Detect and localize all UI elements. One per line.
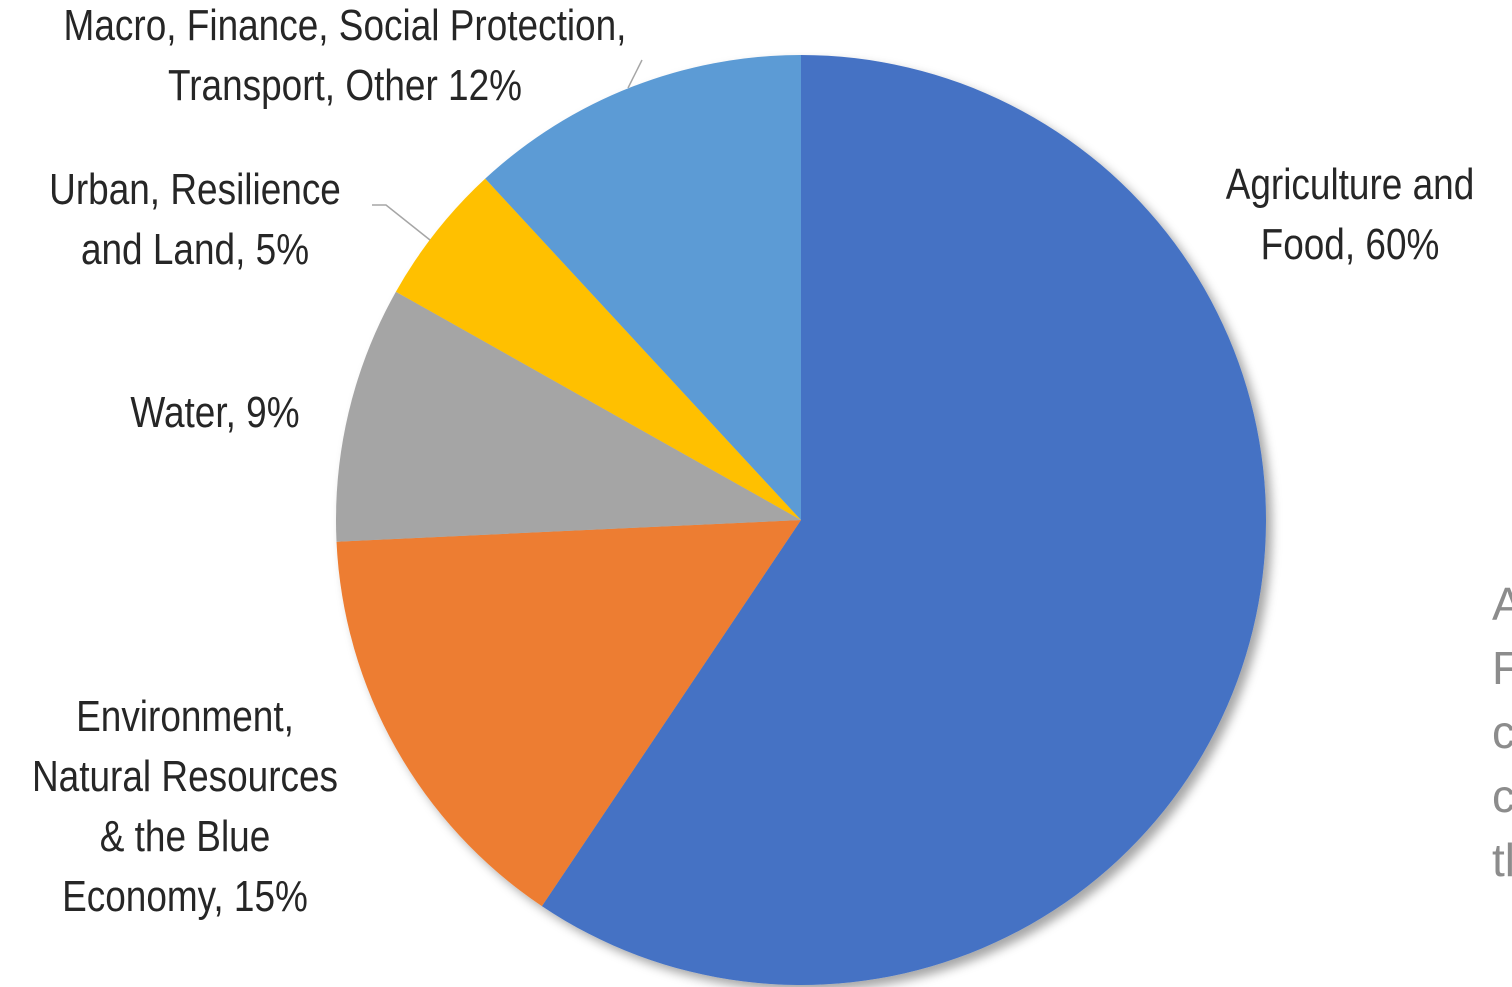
pie-slice-agriculture-and-food: [541, 55, 1266, 985]
label-line: Agriculture and: [1225, 160, 1475, 209]
label-line: Economy, 15%: [62, 872, 308, 921]
label-environment: Environment, Natural Resources & the Blu…: [30, 687, 341, 927]
pie-slice-macro-finance-social-protection-transport-other: [485, 55, 801, 520]
label-urban-resilience-and-land: Urban, Resilience and Land, 5%: [40, 160, 351, 280]
label-line: Transport, Other 12%: [167, 61, 523, 110]
side-line: tl: [1492, 834, 1512, 886]
pie-slice-urban-resilience-and-land: [395, 178, 801, 520]
label-line: & the Blue: [99, 812, 271, 861]
label-line: and Land, 5%: [80, 225, 310, 274]
label-line: Food, 60%: [1260, 220, 1440, 269]
label-line: Natural Resources: [31, 752, 339, 801]
pie-slices: [336, 55, 1266, 985]
pie-slice-environment-natural-resources-the-blue-economy: [336, 520, 801, 907]
pie-slice-water: [336, 291, 801, 542]
leader-line-macro: [627, 59, 643, 89]
label-macro-finance-other: Macro, Finance, Social Protection, Trans…: [55, 0, 635, 116]
label-line: Urban, Resilience: [49, 165, 341, 214]
side-line: F: [1492, 642, 1512, 694]
label-water: Water, 9%: [110, 383, 320, 443]
label-agriculture-and-food: Agriculture and Food, 60%: [1216, 155, 1485, 275]
leader-lines: [372, 59, 643, 241]
side-line: c: [1492, 706, 1512, 758]
label-line: Water, 9%: [130, 388, 300, 437]
label-line: Environment,: [76, 692, 294, 741]
leader-line-urban: [372, 204, 431, 241]
side-line: c: [1492, 770, 1512, 822]
label-line: Macro, Finance, Social Protection,: [63, 1, 627, 50]
side-line: A: [1492, 578, 1512, 630]
side-text-fragment: A F c c tl: [1492, 572, 1512, 892]
